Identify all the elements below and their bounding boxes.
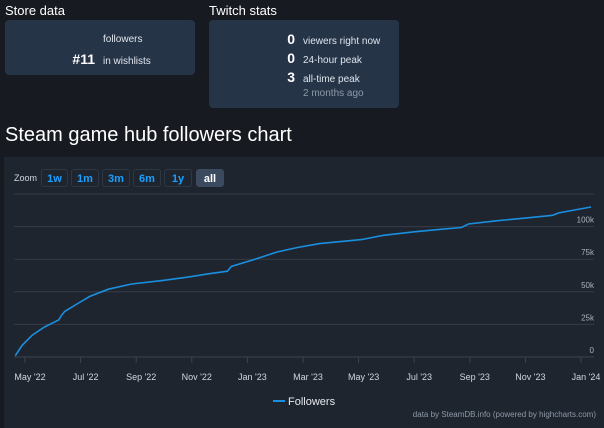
x-tick-label: Nov '22 [182,372,212,382]
y-tick-label: 75k [581,248,595,257]
24h-peak-label: 24-hour peak [303,55,362,66]
zoom-label: Zoom [14,173,38,183]
store-data-heading: Store data [5,3,65,18]
twitch-stats-heading: Twitch stats [209,3,277,18]
x-tick-label: Jul '22 [73,372,99,382]
viewers-now-value: 0 [287,31,295,47]
wishlist-label: in wishlists [103,56,151,67]
24h-peak-value: 0 [287,50,295,66]
x-tick-label: Jan '24 [572,372,601,382]
zoom-1y-button[interactable]: 1y [164,169,192,187]
x-tick-label: Jul '23 [406,372,432,382]
followers-label: followers [103,34,143,45]
chart-credit[interactable]: data by SteamDB.info (powered by highcha… [412,410,596,419]
followers-line [14,206,592,357]
x-tick-label: Mar '23 [293,372,323,382]
chart-panel [4,157,604,428]
viewers-now-label: viewers right now [303,36,381,47]
y-tick-label: 0 [590,346,595,355]
zoom-1w-button[interactable]: 1w [41,169,68,187]
x-tick-label: Sep '23 [460,372,490,382]
y-tick-label: 50k [581,281,595,290]
x-tick-label: Sep '22 [126,372,156,382]
zoom-6m-button[interactable]: 6m [133,169,161,187]
store-data-card: followers #11 in wishlists [5,20,195,75]
y-tick-label: 25k [581,313,595,322]
x-tick-label: Nov '23 [515,372,545,382]
y-tick-label: 100k [577,216,595,225]
chart-title: Steam game hub followers chart [5,124,292,146]
all-time-peak-value: 3 [287,69,295,85]
wishlist-rank: #11 [72,51,95,67]
peak-time: 2 months ago [303,88,364,99]
x-tick-label: May '22 [14,372,45,382]
x-tick-label: May '23 [348,372,379,382]
legend-item-followers: Followers [288,396,336,408]
twitch-stats-card: 0 viewers right now 0 24-hour peak 3 all-ti… [209,20,399,108]
x-tick-label: Jan '23 [238,372,267,382]
zoom-3m-button[interactable]: 3m [102,169,130,187]
zoom-1m-button[interactable]: 1m [71,169,99,187]
zoom-all-button[interactable]: all [196,169,224,187]
all-time-peak-label: all-time peak [303,74,360,85]
